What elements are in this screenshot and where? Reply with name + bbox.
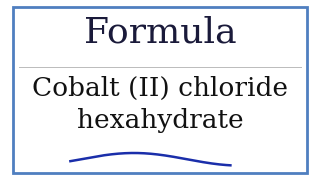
FancyBboxPatch shape <box>13 7 307 173</box>
Text: Formula: Formula <box>84 15 236 49</box>
Text: hexahydrate: hexahydrate <box>77 108 243 133</box>
Text: Cobalt (II) chloride: Cobalt (II) chloride <box>32 76 288 101</box>
